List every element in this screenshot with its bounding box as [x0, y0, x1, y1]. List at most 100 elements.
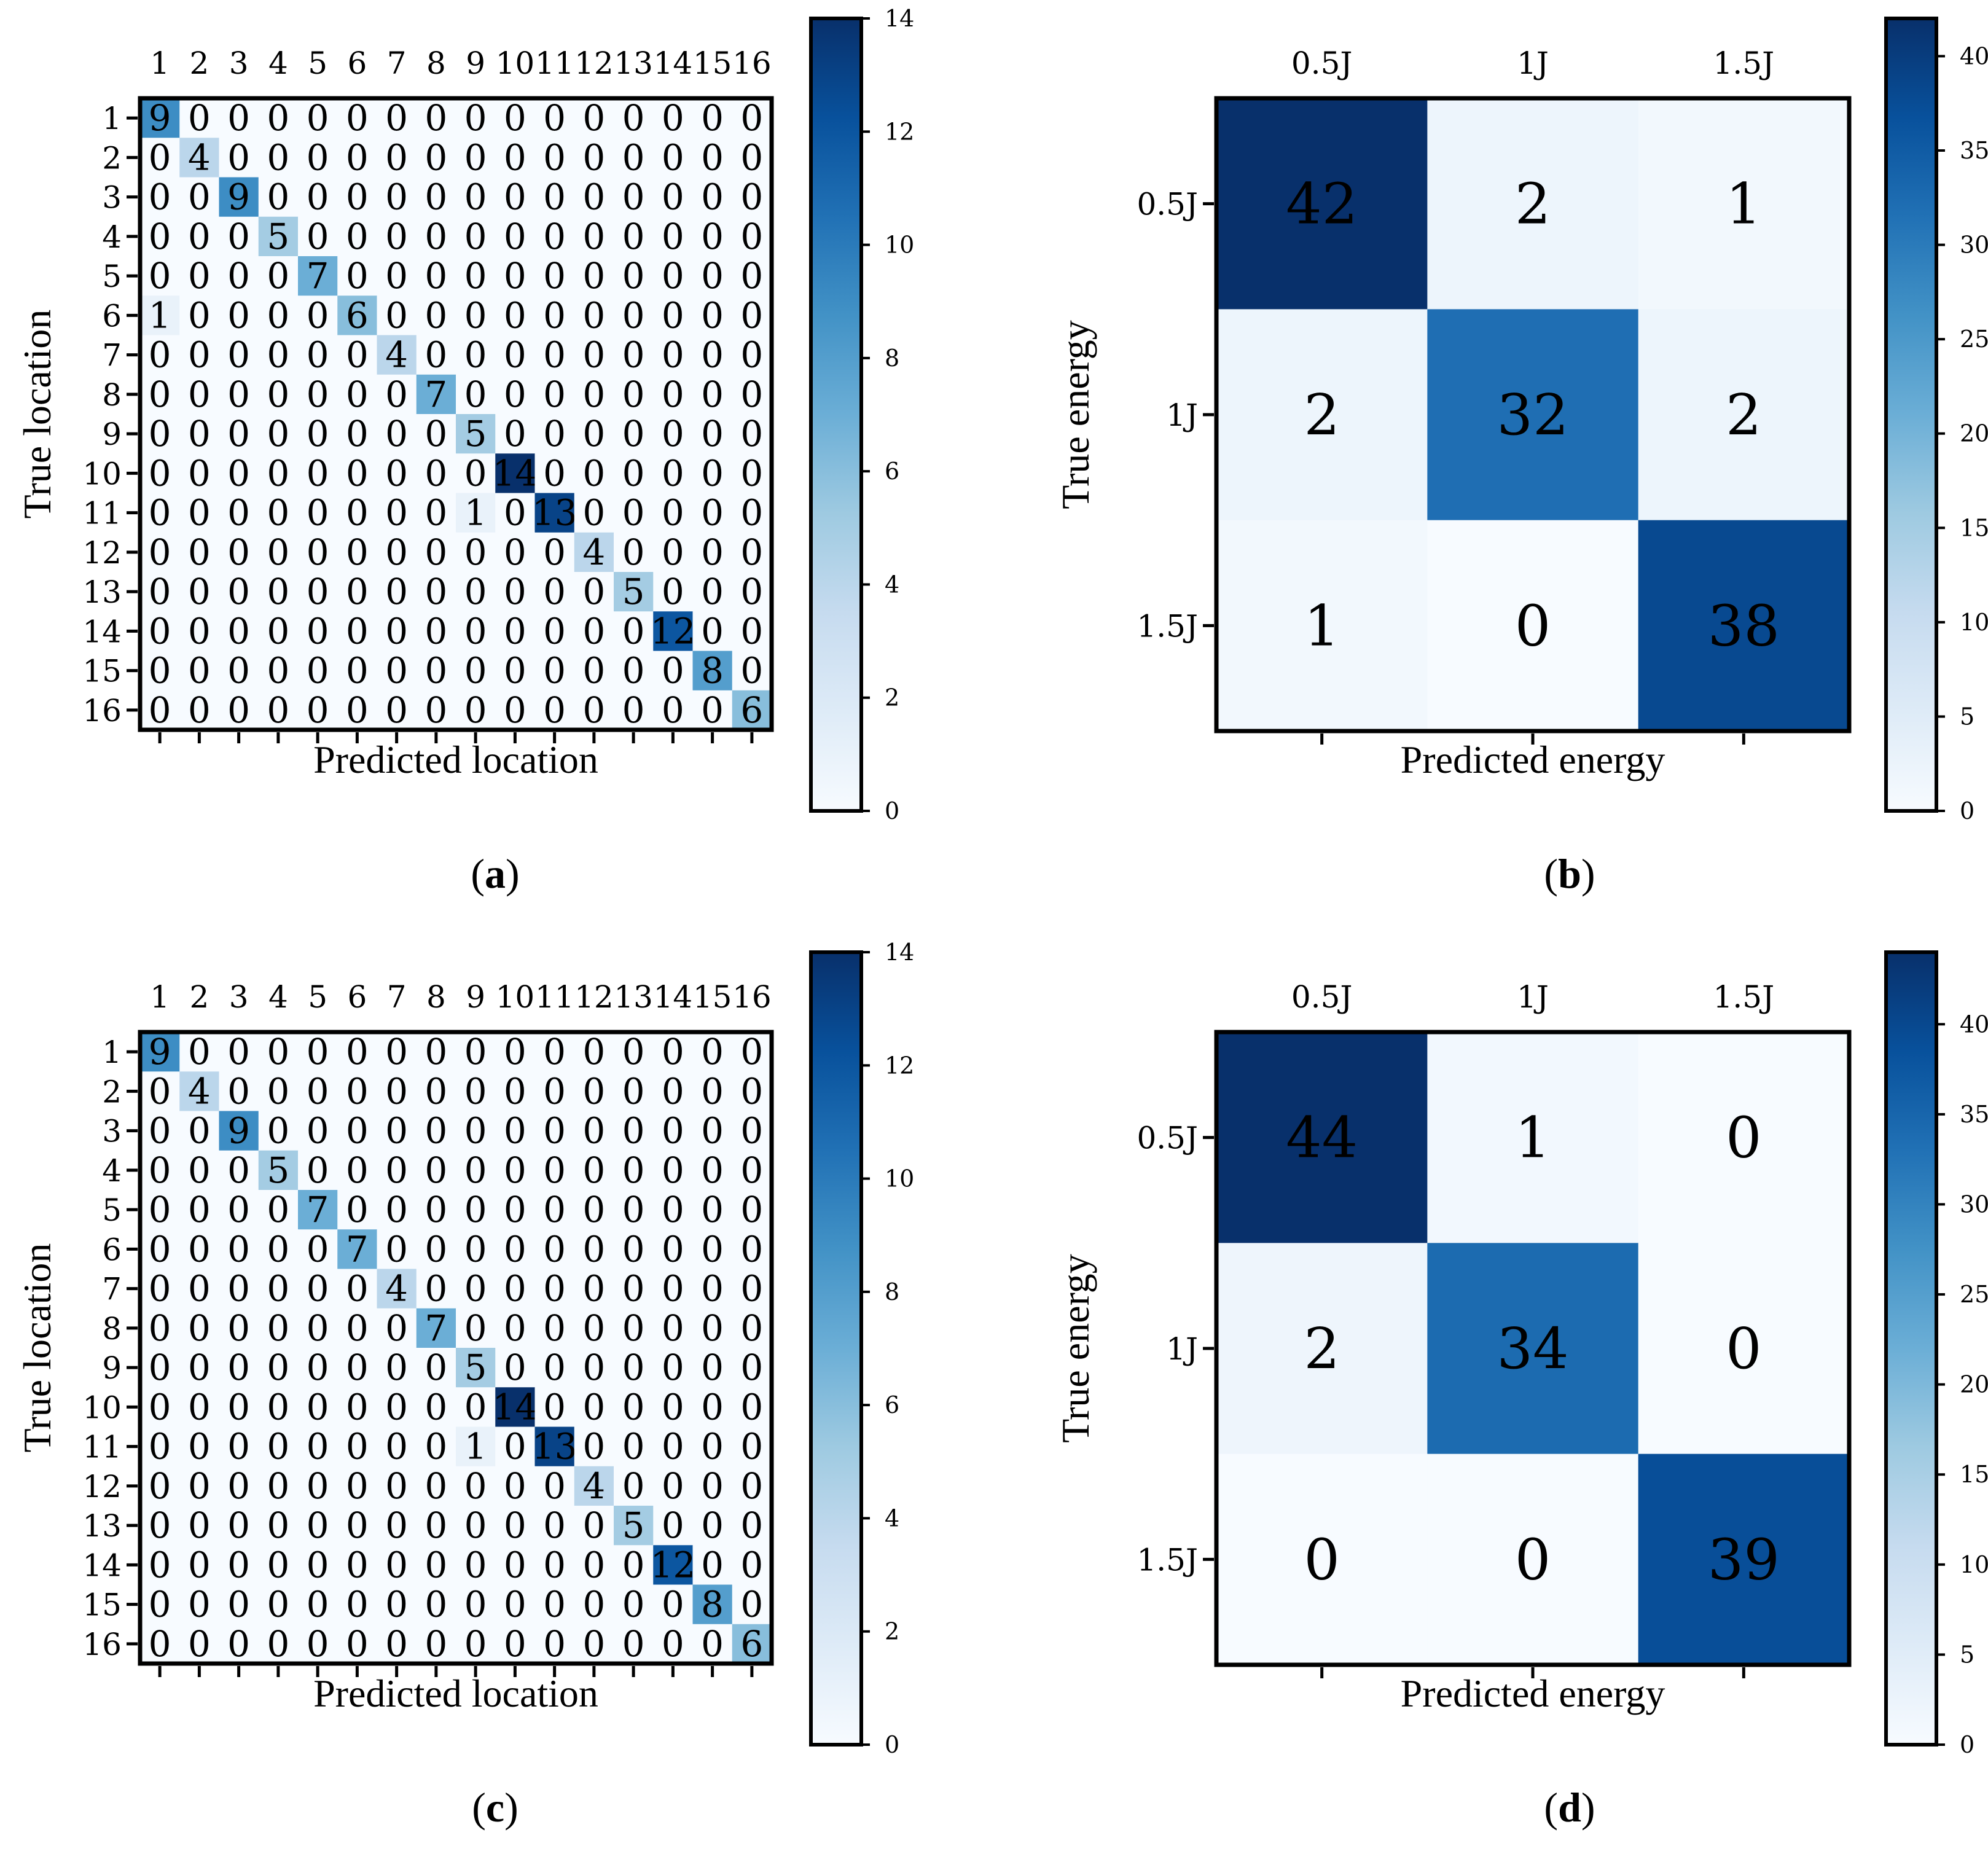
cell-value: 6 — [740, 1623, 763, 1665]
cell-value: 0 — [662, 1504, 684, 1546]
cell-value: 0 — [582, 216, 605, 257]
cell-value: 0 — [582, 294, 605, 336]
heatmap-cell — [140, 138, 180, 178]
cell-value: 0 — [149, 1110, 171, 1152]
colorbar-tick-label: 30 — [1960, 232, 1988, 259]
cell-value: 0 — [149, 1584, 171, 1625]
heatmap-cell — [495, 1190, 535, 1230]
cell-value: 0 — [385, 216, 408, 257]
heatmap-cell — [179, 532, 219, 573]
colorbar-tick-label: 12 — [885, 118, 914, 145]
heatmap-cell — [140, 374, 180, 415]
cell-value: 0 — [346, 1584, 369, 1625]
cell-value: 0 — [622, 1268, 645, 1310]
x-tick-label: 6 — [347, 979, 367, 1015]
colorbar-tick-label: 40 — [1960, 1011, 1988, 1038]
heatmap-cell — [495, 493, 535, 533]
cell-value: 0 — [1515, 593, 1551, 659]
cell-value: 2 — [1515, 171, 1551, 237]
heatmap-cell — [416, 1584, 456, 1625]
heatmap-cell — [416, 690, 456, 730]
cell-value: 0 — [227, 492, 250, 534]
cell-value: 0 — [267, 1386, 289, 1428]
cell-value: 1 — [1726, 171, 1762, 237]
cell-value: 0 — [740, 334, 763, 376]
cell-value: 0 — [425, 1070, 447, 1112]
cell-value: 0 — [307, 689, 329, 731]
heatmap-cell — [456, 295, 496, 335]
heatmap-cell — [1638, 1453, 1850, 1665]
heatmap-cell — [258, 651, 299, 691]
y-axis-label: True energy — [1054, 320, 1097, 509]
cell-value: 0 — [504, 531, 526, 573]
heatmap-cell — [653, 1150, 693, 1191]
cell-value: 0 — [425, 1584, 447, 1625]
cell-value: 0 — [543, 413, 566, 455]
heatmap-cell — [574, 256, 614, 296]
cell-value: 0 — [346, 531, 369, 573]
cell-value: 0 — [267, 1228, 289, 1270]
heatmap-cell — [574, 1190, 614, 1230]
cell-value: 0 — [188, 1189, 211, 1230]
cell-value: 0 — [464, 610, 487, 652]
heatmap-cell — [416, 1545, 456, 1585]
colorbar-tick-label: 12 — [885, 1052, 914, 1079]
cell-value: 0 — [346, 650, 369, 692]
colorbar-tick-label: 30 — [1960, 1191, 1988, 1218]
heatmap-cell — [416, 1624, 456, 1664]
heatmap-cell — [258, 1229, 299, 1269]
heatmap-cell — [337, 256, 377, 296]
cell-value: 0 — [543, 216, 566, 257]
cell-value: 0 — [267, 334, 289, 376]
x-tick-label: 6 — [347, 45, 367, 81]
heatmap-cell — [298, 1426, 338, 1467]
heatmap-cell — [534, 1111, 575, 1151]
cell-value: 0 — [385, 255, 408, 297]
heatmap-cell — [574, 414, 614, 454]
cell-value: 0 — [346, 1544, 369, 1586]
heatmap-cell — [179, 1190, 219, 1230]
colorbar-tick-label: 0 — [885, 797, 899, 824]
cell-value: 0 — [149, 374, 171, 415]
heatmap-cell — [732, 256, 772, 296]
cell-value: 0 — [582, 1268, 605, 1310]
heatmap-cell — [179, 1584, 219, 1625]
heatmap-cell — [298, 1229, 338, 1269]
x-axis-label: Predicted location — [313, 1672, 598, 1715]
cell-value: 0 — [543, 610, 566, 652]
heatmap-cell — [337, 690, 377, 730]
heatmap-cell — [614, 1545, 654, 1585]
heatmap-cell — [692, 374, 733, 415]
heatmap-cell — [337, 1624, 377, 1664]
cell-value: 0 — [227, 294, 250, 336]
y-tick-label: 1.5J — [1137, 608, 1198, 644]
cell-value: 0 — [464, 97, 487, 139]
heatmap-cell — [534, 532, 575, 573]
heatmap-cell — [219, 295, 259, 335]
heatmap-cell — [140, 1506, 180, 1546]
cell-value: 0 — [504, 1228, 526, 1270]
heatmap-cell — [456, 1111, 496, 1151]
heatmap-cell — [258, 1150, 299, 1191]
cell-value: 0 — [582, 1070, 605, 1112]
heatmap-cell — [219, 1466, 259, 1506]
cell-value: 0 — [346, 452, 369, 494]
panel-label-part: ( — [471, 850, 485, 897]
cell-value: 0 — [662, 374, 684, 415]
heatmap-cell — [219, 1071, 259, 1111]
cell-value: 0 — [582, 1228, 605, 1270]
heatmap-cell — [495, 651, 535, 691]
cell-value: 0 — [701, 1031, 724, 1073]
cell-value: 8 — [701, 1584, 724, 1625]
heatmap-cell — [614, 295, 654, 335]
heatmap-cell — [574, 1426, 614, 1467]
heatmap-cell — [614, 177, 654, 217]
cell-value: 0 — [425, 255, 447, 297]
cell-value: 0 — [582, 255, 605, 297]
heatmap-cell — [732, 1466, 772, 1506]
heatmap-cell — [653, 690, 693, 730]
y-tick-label: 1 — [102, 1035, 122, 1070]
heatmap-cell — [692, 1624, 733, 1664]
heatmap-cell — [653, 532, 693, 573]
heatmap-cell — [614, 1229, 654, 1269]
